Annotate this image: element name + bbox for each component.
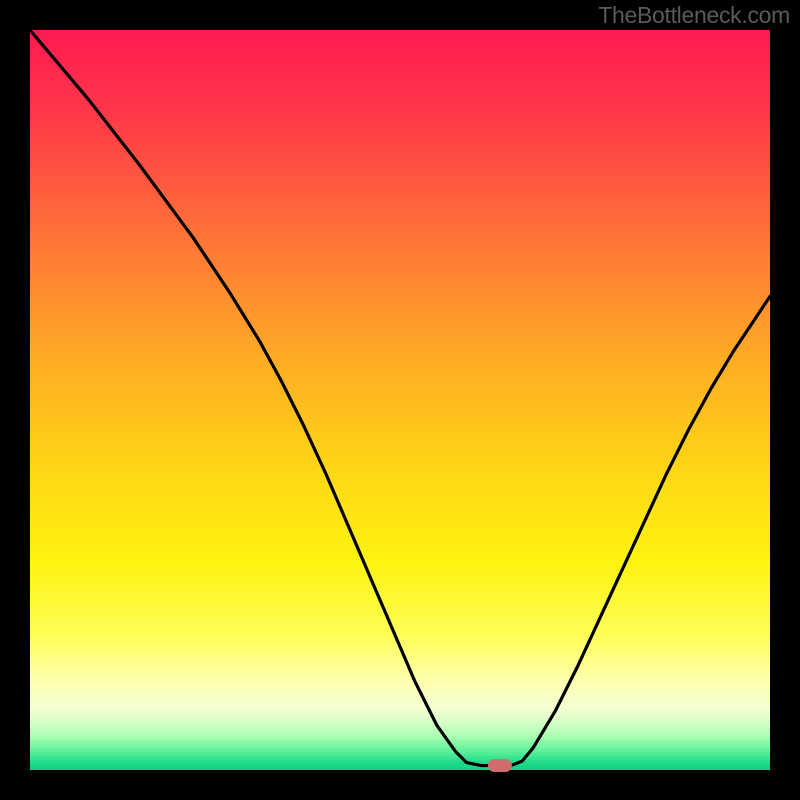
plot-background (30, 30, 770, 770)
watermark-text: TheBottleneck.com (598, 2, 790, 29)
optimal-point-marker (488, 759, 512, 772)
bottleneck-curve-plot (0, 0, 800, 800)
chart-frame: TheBottleneck.com (0, 0, 800, 800)
